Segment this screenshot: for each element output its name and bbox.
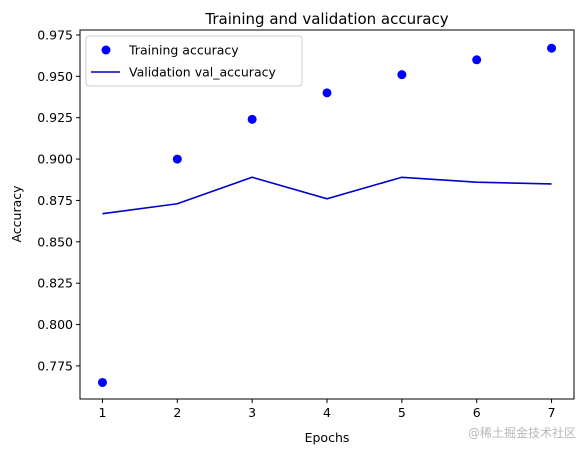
validation-accuracy-line <box>102 176 552 215</box>
legend-entry-label: Training accuracy <box>128 43 239 58</box>
y-tick-label: 0.775 <box>37 358 73 373</box>
chart-title: Training and validation accuracy <box>204 10 448 28</box>
x-tick-label: 3 <box>248 405 256 420</box>
y-tick-label: 0.825 <box>37 276 73 291</box>
training-accuracy-point <box>247 114 257 124</box>
y-tick-label: 0.900 <box>37 152 73 167</box>
training-accuracy-point <box>472 55 482 65</box>
y-tick-label: 0.875 <box>37 193 73 208</box>
x-tick-label: 7 <box>548 405 556 420</box>
x-tick-label: 5 <box>398 405 406 420</box>
x-tick-label: 2 <box>173 405 181 420</box>
y-tick-label: 0.925 <box>37 110 73 125</box>
training-accuracy-point <box>322 88 332 98</box>
x-tick-label: 1 <box>98 405 106 420</box>
x-tick-label: 6 <box>473 405 481 420</box>
y-tick-label: 0.800 <box>37 317 73 332</box>
legend-entry-label: Validation val_accuracy <box>129 65 276 80</box>
legend-box <box>85 35 303 87</box>
y-axis-label: Accuracy <box>9 185 24 243</box>
series-layer <box>97 43 557 387</box>
legend: Training accuracy Validation val_accuracy <box>85 35 303 87</box>
training-accuracy-point <box>172 154 182 164</box>
training-accuracy-point <box>397 70 407 80</box>
x-tick-label: 4 <box>323 405 331 420</box>
x-axis-label: Epochs <box>305 430 350 445</box>
y-tick-label: 0.850 <box>37 234 73 249</box>
legend-marker-swatch <box>101 45 111 55</box>
watermark: @稀土掘金技术社区 <box>467 426 576 440</box>
training-accuracy-point <box>547 43 557 53</box>
y-tick-label: 0.950 <box>37 69 73 84</box>
training-accuracy-point <box>97 377 107 387</box>
x-axis-ticks: 1 2 3 4 5 6 7 <box>98 399 556 420</box>
y-axis-ticks: 0.775 0.800 0.825 0.850 0.875 0.900 0.925 0.950… <box>37 27 80 373</box>
y-tick-label: 0.975 <box>37 27 73 42</box>
